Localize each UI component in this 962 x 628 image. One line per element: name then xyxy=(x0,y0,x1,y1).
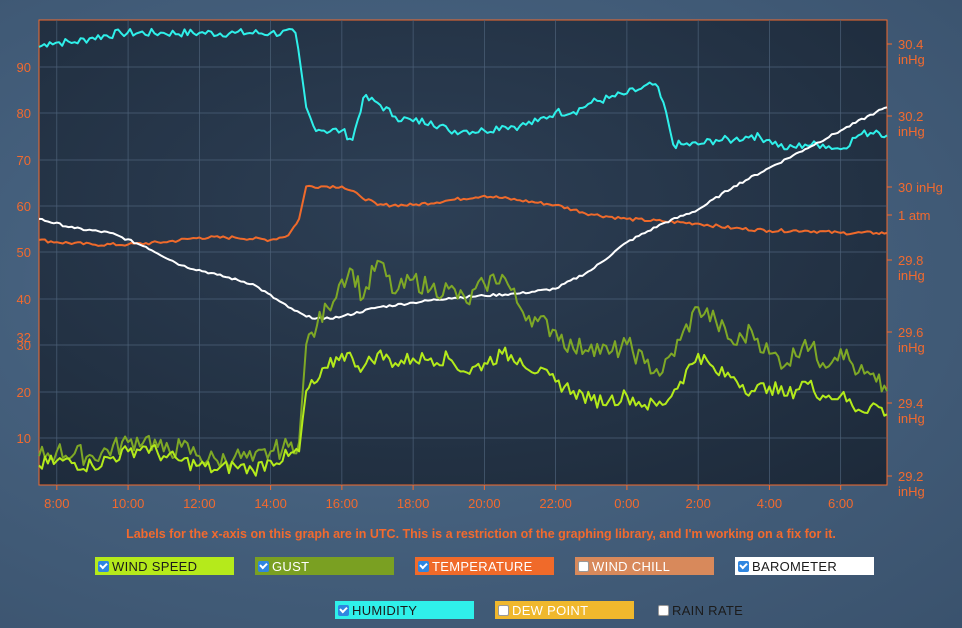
series-temperature xyxy=(38,184,888,247)
legend-barometer[interactable]: BAROMETER xyxy=(735,557,874,575)
x-tick-label: 4:00 xyxy=(757,496,782,511)
left-tick-label: 32 xyxy=(17,330,31,345)
right-tick-unit: inHg xyxy=(898,124,925,139)
legend-gust-label: GUST xyxy=(272,558,310,574)
legend-dew-point[interactable]: DEW POINT xyxy=(495,601,634,619)
weather-chart: 8:00 10:00 12:00 14:00 16:00 18:00 20:00 22:00 0… xyxy=(17,19,943,511)
legend-rain-rate-label: RAIN RATE xyxy=(672,602,744,618)
legend-wind-speed[interactable]: WIND SPEED xyxy=(95,557,234,575)
legend-temperature-label: TEMPERATURE xyxy=(432,558,533,574)
series-barometer xyxy=(38,106,888,320)
temperature-checkbox[interactable] xyxy=(418,560,429,572)
x-tick-label: 16:00 xyxy=(326,496,359,511)
right-tick-label: 30 inHg xyxy=(898,180,943,195)
x-tick-label: 0:00 xyxy=(614,496,639,511)
wind-speed-checkbox[interactable] xyxy=(98,560,109,572)
right-tick-label: 30.4 xyxy=(898,37,923,52)
x-tick-label: 18:00 xyxy=(397,496,430,511)
x-tick-label: 6:00 xyxy=(828,496,853,511)
series-lines xyxy=(38,27,888,477)
left-tick-label: 20 xyxy=(17,385,31,400)
legend-rain-rate[interactable]: RAIN RATE xyxy=(655,601,794,619)
right-tick-unit: inHg xyxy=(898,52,925,67)
legend-temperature[interactable]: TEMPERATURE xyxy=(415,557,554,575)
right-tick-unit: inHg xyxy=(898,484,925,499)
legend-barometer-label: BAROMETER xyxy=(752,558,838,574)
left-tick-label: 30 xyxy=(17,338,31,353)
legend-gust[interactable]: GUST xyxy=(255,557,394,575)
left-tick-label: 40 xyxy=(17,292,31,307)
left-tick-label: 50 xyxy=(17,245,31,260)
left-tick-label: 70 xyxy=(17,153,31,168)
right-tick-label: 29.4 xyxy=(898,396,923,411)
left-tick-label: 80 xyxy=(17,106,31,121)
right-tick-label: 29.6 xyxy=(898,325,923,340)
legend-wind-speed-label: WIND SPEED xyxy=(112,558,198,574)
x-tick-label: 10:00 xyxy=(112,496,145,511)
humidity-checkbox[interactable] xyxy=(338,604,349,616)
series-humidity xyxy=(38,27,888,151)
utc-note: Labels for the x-axis on this graph are … xyxy=(126,527,836,541)
x-tick-label: 2:00 xyxy=(686,496,711,511)
x-tick-label: 22:00 xyxy=(539,496,572,511)
dew-point-checkbox[interactable] xyxy=(498,604,509,616)
legend-humidity[interactable]: HUMIDITY xyxy=(335,601,474,619)
rain-rate-checkbox[interactable] xyxy=(658,604,669,616)
left-tick-label: 90 xyxy=(17,60,31,75)
right-tick-unit: inHg xyxy=(898,268,925,283)
gust-checkbox[interactable] xyxy=(258,560,269,572)
left-tick-label: 10 xyxy=(17,431,31,446)
right-tick-unit: inHg xyxy=(898,411,925,426)
series-gust xyxy=(38,259,888,469)
legend-wind-chill-label: WIND CHILL xyxy=(592,558,671,574)
right-tick-label: 1 atm xyxy=(898,208,931,223)
x-tick-label: 14:00 xyxy=(254,496,287,511)
legend-humidity-label: HUMIDITY xyxy=(352,602,418,618)
plot-area xyxy=(38,19,888,486)
x-tick-label: 8:00 xyxy=(44,496,69,511)
legend-wind-chill[interactable]: WIND CHILL xyxy=(575,557,714,575)
legend-dew-point-label: DEW POINT xyxy=(512,602,589,618)
right-tick-unit: inHg xyxy=(898,340,925,355)
right-tick-label: 30.2 xyxy=(898,109,923,124)
x-axis-ticks: 8:00 10:00 12:00 14:00 16:00 18:00 20:00 22:00 0… xyxy=(44,485,853,511)
right-tick-label: 29.8 xyxy=(898,253,923,268)
left-tick-label: 60 xyxy=(17,199,31,214)
barometer-checkbox[interactable] xyxy=(738,560,749,572)
x-tick-label: 20:00 xyxy=(468,496,501,511)
wind-chill-checkbox[interactable] xyxy=(578,560,589,572)
right-tick-label: 29.2 xyxy=(898,469,923,484)
x-tick-label: 12:00 xyxy=(183,496,216,511)
series-wind-speed xyxy=(38,346,888,477)
